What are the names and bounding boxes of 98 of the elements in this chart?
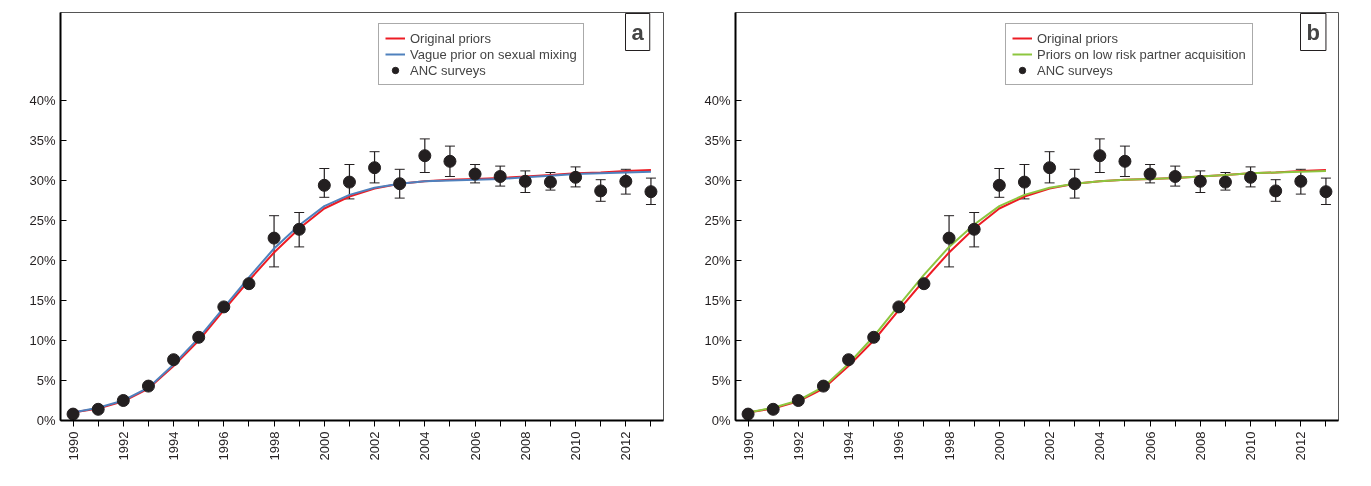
point [468,167,482,181]
point [192,330,206,344]
point [242,277,256,291]
point [393,177,407,191]
annotation: b [1306,19,1320,45]
x-tick-label: 1990 [740,431,756,461]
point [569,170,583,184]
legend-label: ANC surveys [410,62,486,78]
x-tick-label: 2010 [568,431,584,461]
y-tick-label: 5% [711,373,731,388]
point [292,222,306,236]
y-tick-label: 40% [704,93,731,108]
x-tick-label: 2002 [367,431,383,461]
x-tick-label: 1990 [65,431,81,461]
y-tick-label: 0% [711,413,731,428]
y-tick-label: 35% [29,133,56,148]
x-tick-label: 2012 [618,431,634,461]
x-tick-label: 1998 [941,431,957,461]
x-tick-label: 1996 [891,431,907,461]
point [1118,154,1132,168]
point [443,154,457,168]
point [766,402,780,416]
legend-label: Original priors [1037,30,1118,46]
point [217,300,231,314]
point [116,394,130,407]
point [1218,175,1232,189]
legend-label: Priors on low risk partner acquisition [1037,46,1246,62]
point [867,330,881,344]
y-tick-label: 10% [704,333,731,348]
y-tick-label: 25% [704,213,731,228]
x-tick-label: 2004 [1092,431,1108,461]
x-tick-label: 1996 [216,431,232,461]
y-tick-label: 15% [704,293,731,308]
point [1269,184,1283,198]
y-tick-label: 5% [36,373,56,388]
legend-label: Original priors [410,30,491,46]
y-tick-label: 15% [29,293,56,308]
point [368,161,382,175]
x-tick-label: 2008 [1192,431,1208,461]
point [1043,161,1057,175]
point [493,170,507,183]
point [967,222,981,236]
point [66,407,80,421]
x-tick-label: 2000 [991,431,1007,461]
y-tick-label: 30% [704,173,731,188]
x-tick-label: 1998 [266,431,282,461]
point [594,184,608,198]
point [1294,174,1308,188]
point [816,379,830,393]
point [267,231,281,245]
x-tick-label: 2002 [1042,431,1058,461]
y-tick-label: 20% [29,253,56,268]
point [791,394,805,407]
point [644,185,658,199]
point [91,402,105,416]
point [418,149,432,163]
point [741,407,755,421]
point [167,353,181,367]
point [1017,175,1031,189]
annotation: a [631,19,645,45]
point [1143,167,1157,181]
legend-label: ANC surveys [1037,62,1113,78]
x-tick-label: 2000 [316,431,332,461]
point [543,175,557,189]
x-tick-label: 2010 [1243,431,1259,461]
point [342,175,356,189]
point [1168,170,1182,183]
point [992,178,1006,192]
x-tick-label: 1994 [841,431,857,461]
point [892,300,906,314]
x-tick-label: 1992 [790,431,806,461]
x-tick-label: 2004 [417,431,433,461]
x-tick-label: 2012 [1293,431,1309,461]
point [1319,185,1333,199]
point [842,353,856,367]
x-tick-label: 1992 [115,431,131,461]
y-tick-label: 30% [29,173,56,188]
y-tick-label: 10% [29,333,56,348]
point [1193,174,1207,188]
point [1093,149,1107,163]
point [141,379,155,393]
legend-label: Vague prior on sexual mixing [410,46,577,62]
point [317,178,331,192]
point [942,231,956,245]
point [518,174,532,188]
point [619,174,633,188]
point [1244,170,1258,184]
point [1068,177,1082,191]
x-tick-label: 2006 [467,431,483,461]
y-tick-label: 40% [29,93,56,108]
point [917,277,931,291]
x-tick-label: 2008 [517,431,533,461]
x-tick-label: 2006 [1142,431,1158,461]
y-tick-label: 20% [704,253,731,268]
y-tick-label: 0% [36,413,56,428]
y-tick-label: 25% [29,213,56,228]
y-tick-label: 35% [704,133,731,148]
x-tick-label: 1994 [166,431,182,461]
